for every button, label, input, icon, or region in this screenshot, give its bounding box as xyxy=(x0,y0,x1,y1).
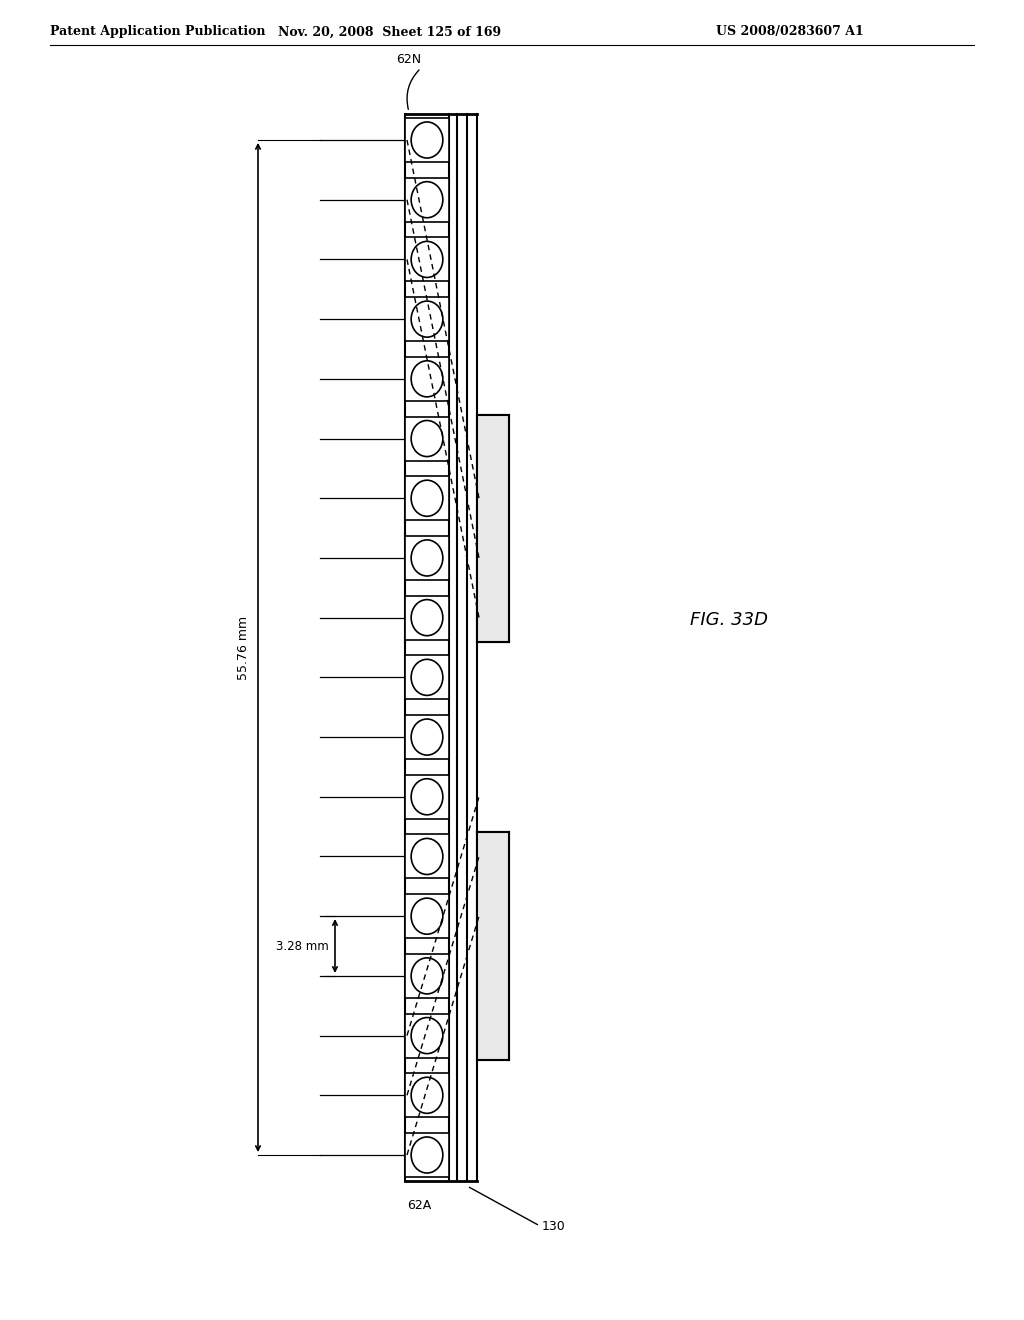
Ellipse shape xyxy=(412,301,442,337)
Bar xyxy=(406,894,449,939)
Text: 62N: 62N xyxy=(396,53,422,66)
Bar xyxy=(406,477,449,520)
Bar xyxy=(406,178,449,222)
Bar xyxy=(406,1073,449,1117)
Bar xyxy=(406,655,449,700)
Text: Nov. 20, 2008  Sheet 125 of 169: Nov. 20, 2008 Sheet 125 of 169 xyxy=(279,25,502,38)
Text: 3.28 mm: 3.28 mm xyxy=(276,940,329,953)
Ellipse shape xyxy=(412,719,442,755)
Bar xyxy=(406,1133,449,1177)
Bar xyxy=(477,833,509,1060)
Ellipse shape xyxy=(412,480,442,516)
Text: FIG. 33D: FIG. 33D xyxy=(690,611,768,630)
Text: 62A: 62A xyxy=(407,1199,431,1212)
Text: Patent Application Publication: Patent Application Publication xyxy=(50,25,265,38)
Bar xyxy=(406,834,449,879)
Bar xyxy=(406,1014,449,1057)
Bar xyxy=(406,536,449,579)
Bar xyxy=(406,356,449,401)
Bar xyxy=(406,715,449,759)
Bar xyxy=(406,238,449,281)
Ellipse shape xyxy=(412,1077,442,1113)
Bar xyxy=(406,954,449,998)
Ellipse shape xyxy=(412,121,442,158)
Ellipse shape xyxy=(412,1137,442,1173)
Ellipse shape xyxy=(412,1018,442,1053)
Ellipse shape xyxy=(412,779,442,814)
Bar xyxy=(477,414,509,642)
Ellipse shape xyxy=(412,659,442,696)
Ellipse shape xyxy=(412,360,442,397)
Text: 130: 130 xyxy=(542,1220,565,1233)
Ellipse shape xyxy=(412,421,442,457)
Ellipse shape xyxy=(412,182,442,218)
Bar xyxy=(406,297,449,341)
Bar xyxy=(406,775,449,818)
Text: US 2008/0283607 A1: US 2008/0283607 A1 xyxy=(716,25,864,38)
Bar xyxy=(406,117,449,162)
Bar xyxy=(406,417,449,461)
Ellipse shape xyxy=(412,242,442,277)
Bar xyxy=(406,595,449,640)
Ellipse shape xyxy=(412,540,442,576)
Ellipse shape xyxy=(412,838,442,875)
Ellipse shape xyxy=(412,599,442,636)
Ellipse shape xyxy=(412,958,442,994)
Text: 55.76 mm: 55.76 mm xyxy=(237,615,250,680)
Ellipse shape xyxy=(412,898,442,935)
